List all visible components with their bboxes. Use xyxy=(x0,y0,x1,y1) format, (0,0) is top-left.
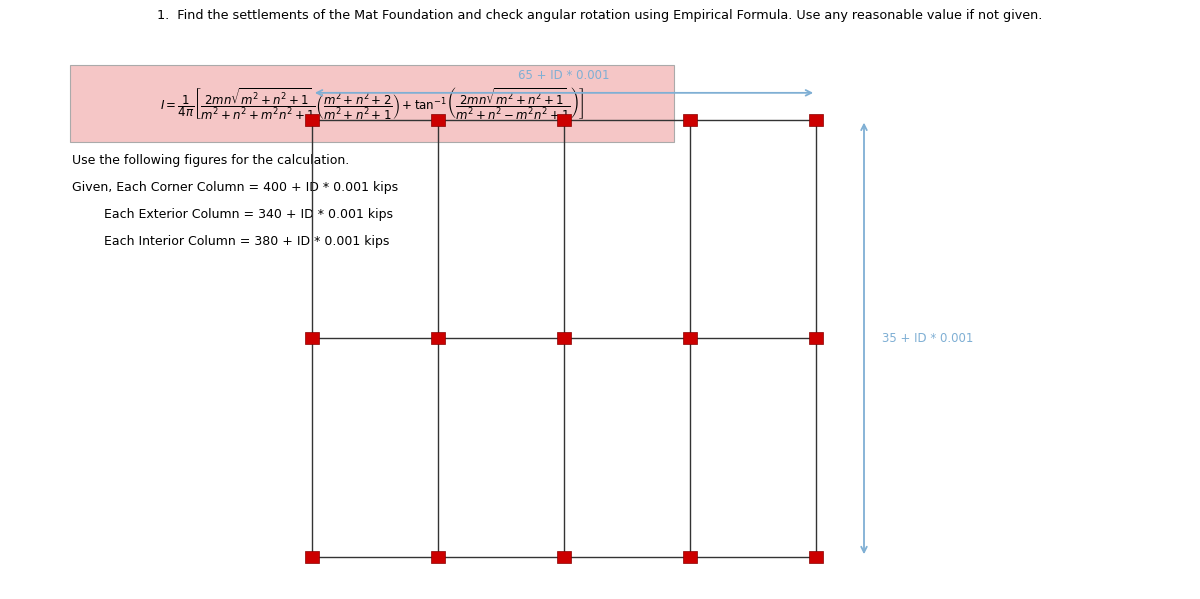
Bar xyxy=(683,114,697,126)
Bar xyxy=(809,114,823,126)
Bar xyxy=(683,332,697,344)
Bar xyxy=(683,551,697,563)
Text: Use the following figures for the calculation.: Use the following figures for the calcul… xyxy=(72,154,349,167)
Bar xyxy=(431,551,445,563)
Text: 65 + ID * 0.001: 65 + ID * 0.001 xyxy=(518,69,610,82)
Bar xyxy=(305,551,319,563)
Text: Each Exterior Column = 340 + ID * 0.001 kips: Each Exterior Column = 340 + ID * 0.001 … xyxy=(72,208,394,221)
Text: 35 + ID * 0.001: 35 + ID * 0.001 xyxy=(882,332,973,345)
Text: $I = \dfrac{1}{4\pi} \left[ \dfrac{2mn\sqrt{m^2+n^2+1}}{m^2+n^2+m^2n^2+1}\left(\: $I = \dfrac{1}{4\pi} \left[ \dfrac{2mn\s… xyxy=(160,85,584,122)
Text: Given, Each Corner Column = 400 + ID * 0.001 kips: Given, Each Corner Column = 400 + ID * 0… xyxy=(72,181,398,194)
Bar xyxy=(557,551,571,563)
Bar xyxy=(305,114,319,126)
Bar xyxy=(305,332,319,344)
Bar xyxy=(557,332,571,344)
Bar xyxy=(431,332,445,344)
Text: Each Interior Column = 380 + ID * 0.001 kips: Each Interior Column = 380 + ID * 0.001 … xyxy=(72,235,389,248)
Bar xyxy=(431,114,445,126)
FancyBboxPatch shape xyxy=(70,65,674,142)
Text: 1.  Find the settlements of the Mat Foundation and check angular rotation using : 1. Find the settlements of the Mat Found… xyxy=(157,9,1043,22)
Bar xyxy=(809,551,823,563)
Bar xyxy=(809,332,823,344)
Bar xyxy=(557,114,571,126)
